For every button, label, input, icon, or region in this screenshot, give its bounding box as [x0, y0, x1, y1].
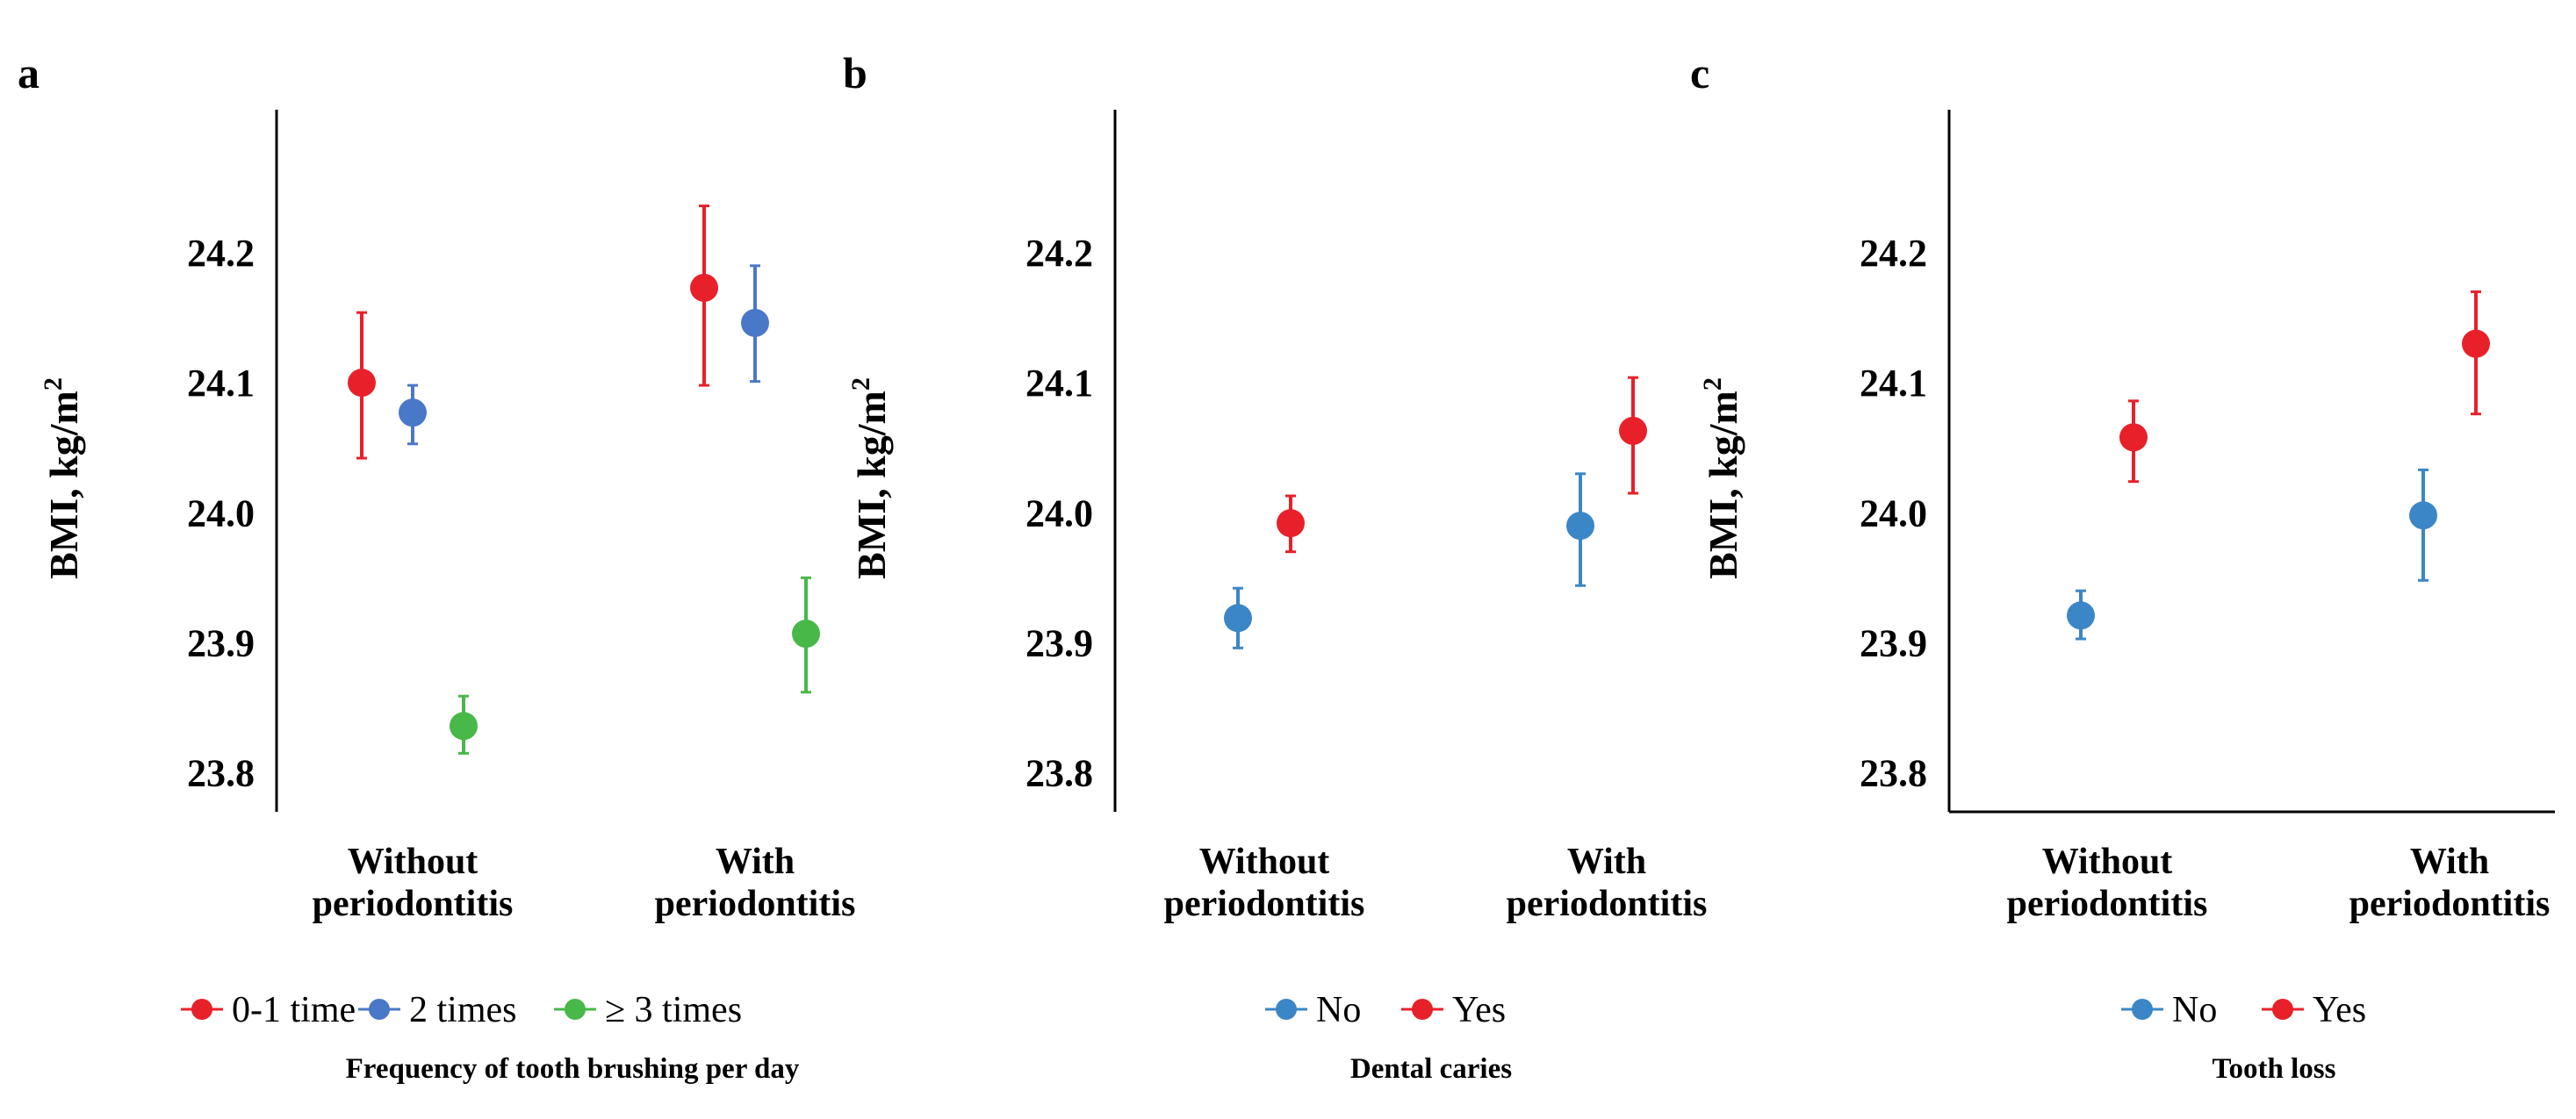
- y-axis-label-superscript: 2: [39, 377, 68, 391]
- x-category-label-line2: periodontitis: [313, 884, 514, 924]
- y-axis-label-text: BMI, kg/m: [41, 391, 86, 579]
- data-point: [1619, 416, 1647, 445]
- x-category-label-line2: periodontitis: [1507, 884, 1708, 924]
- data-point: [450, 712, 478, 741]
- y-tick-label: 23.8: [1860, 752, 1927, 795]
- legend-marker: [1276, 999, 1297, 1020]
- panel-letter: a: [18, 48, 40, 97]
- y-tick-label: 24.2: [1860, 232, 1927, 275]
- x-category-label-line1: Without: [348, 842, 479, 882]
- panel-letter: c: [1690, 48, 1709, 97]
- legend-marker: [2272, 999, 2293, 1020]
- legend-marker: [369, 999, 390, 1020]
- x-category-label: With periodontitis: [1507, 842, 1708, 924]
- y-axis-label-text: BMI, kg/m: [849, 391, 894, 579]
- legend-marker: [2132, 999, 2153, 1020]
- y-tick-label: 23.9: [187, 621, 255, 664]
- y-tick-label: 23.9: [1860, 621, 1927, 664]
- legend-label: ≥ 3 times: [605, 990, 742, 1030]
- legend-title: Dental caries: [1350, 1053, 1512, 1085]
- x-category-label: Without periodontitis: [313, 842, 514, 924]
- x-category-label-line2: periodontitis: [655, 884, 856, 924]
- legend-label: Yes: [2313, 990, 2366, 1030]
- y-axis-label: BMI, kg/m2: [39, 377, 86, 579]
- legend-title: Tooth loss: [2213, 1053, 2336, 1085]
- data-point: [741, 308, 769, 337]
- y-axis-label-superscript: 2: [846, 377, 875, 391]
- x-category-label-line1: With: [1567, 842, 1646, 882]
- y-tick-label: 24.1: [1025, 362, 1093, 405]
- x-category-label-line2: periodontitis: [2349, 884, 2551, 924]
- x-category-label-line2: periodontitis: [1164, 884, 1365, 924]
- y-axis-label: BMI, kg/m2: [1698, 377, 1745, 579]
- data-point: [792, 620, 820, 649]
- y-tick-label: 24.0: [187, 491, 255, 534]
- data-point: [1566, 512, 1594, 541]
- x-category-label: Without periodontitis: [2007, 842, 2208, 924]
- data-point: [2409, 501, 2437, 530]
- legend-label: No: [2172, 990, 2217, 1030]
- x-category-label-line2: periodontitis: [2007, 884, 2208, 924]
- y-tick-label: 23.8: [187, 752, 255, 795]
- legend-label: 0-1 time: [232, 990, 356, 1030]
- x-category-label-line1: With: [716, 842, 795, 882]
- y-tick-label: 23.8: [1025, 752, 1093, 795]
- panel-letter: b: [843, 48, 867, 97]
- data-point: [2119, 423, 2148, 452]
- data-point: [690, 273, 718, 302]
- data-point: [348, 369, 376, 398]
- x-category-label-line1: Without: [2042, 842, 2173, 882]
- y-axis-label-text: BMI, kg/m: [1701, 391, 1745, 579]
- legend-marker: [1412, 999, 1433, 1020]
- y-tick-label: 24.2: [187, 232, 255, 275]
- x-category-label: With periodontitis: [2349, 842, 2551, 924]
- legend-marker: [565, 999, 586, 1020]
- legend-marker: [191, 999, 212, 1020]
- y-axis-label: BMI, kg/m2: [846, 377, 894, 579]
- x-category-label: Without periodontitis: [1164, 842, 1365, 924]
- data-point: [399, 398, 427, 427]
- x-category-label-line1: Without: [1199, 842, 1330, 882]
- legend-label: 2 times: [409, 990, 517, 1030]
- y-tick-label: 24.0: [1860, 491, 1927, 534]
- data-point: [2067, 601, 2095, 630]
- legend-label: No: [1316, 990, 1361, 1030]
- x-category-label-line1: With: [2410, 842, 2489, 882]
- legend-title: Frequency of tooth brushing per day: [346, 1053, 800, 1085]
- y-tick-label: 24.2: [1025, 232, 1093, 275]
- y-axis-label-superscript: 2: [1698, 377, 1727, 391]
- x-category-label: With periodontitis: [655, 842, 856, 924]
- data-point: [2462, 329, 2490, 358]
- y-tick-label: 24.0: [1025, 491, 1093, 534]
- y-tick-label: 24.1: [1860, 362, 1927, 405]
- data-point: [1224, 604, 1252, 633]
- y-tick-label: 23.9: [1025, 621, 1093, 664]
- data-point: [1277, 509, 1305, 538]
- y-tick-label: 24.1: [187, 362, 255, 405]
- legend-label: Yes: [1452, 990, 1506, 1030]
